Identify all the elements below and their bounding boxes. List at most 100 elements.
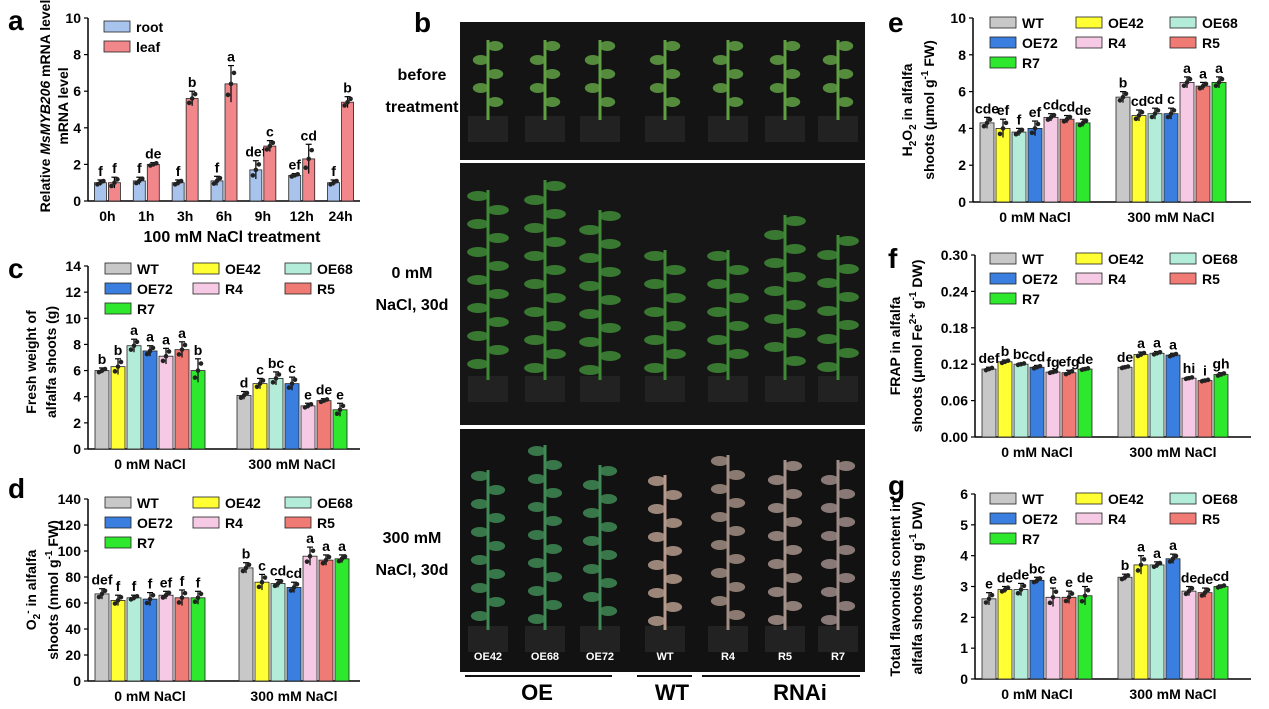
chart-e-bar-R4-0-point — [1051, 112, 1057, 118]
chart-a-bar-leaf-9h-point — [267, 143, 273, 149]
panel-letter-f: f — [888, 243, 898, 274]
photo-row-label-0mM-2: NaCl, 30d — [376, 297, 449, 314]
chart-e-bar-R7-1-point — [1219, 76, 1225, 82]
chart-g-ytick-label: 2 — [960, 609, 968, 625]
chart-d-bar-WT-0-letter: def — [92, 572, 113, 588]
chart-d-bar-R4-1-point — [307, 553, 313, 559]
chart-e-bar-OE68-1-point — [1149, 114, 1155, 120]
photo-before-plant-4-leaf — [712, 55, 729, 65]
photo-before-plant-4-leaf — [727, 97, 744, 107]
chart-e-bar-R4-1-point — [1184, 80, 1190, 85]
chart-e-bar-OE68-1-point — [1152, 111, 1158, 116]
chart-e-bar-OE68-0 — [1011, 131, 1027, 203]
chart-d-bar-R7-0 — [190, 597, 206, 682]
chart-c-bar-OE68-0-point — [134, 339, 140, 345]
photo-0mM-plant-5-leaf — [783, 328, 806, 338]
chart-c-bar-R7-0-point — [198, 361, 204, 366]
chart-c-bar-OE42-1-letter: c — [256, 361, 264, 377]
chart-c-bar-R5-0 — [174, 349, 190, 450]
chart-a-bar-leaf-6h-letter: a — [227, 49, 235, 65]
chart-f-bar-R4-1-letter: hi — [1183, 360, 1195, 376]
photo-300mM-plant-4-leaf — [710, 512, 729, 522]
chart-g-bar-OE42-1-point — [1138, 562, 1144, 568]
chart-f-ytick-label: 0.24 — [941, 283, 968, 299]
chart-c-bar-OE42-0-point — [115, 364, 121, 369]
chart-e-bar-OE68-0-letter: f — [1017, 111, 1022, 127]
photo-0mM-plant-4-leaf — [726, 293, 749, 303]
chart-e-legend-swatch-r5 — [1169, 36, 1197, 49]
chart-a-bar-leaf-9h-point — [270, 140, 276, 146]
photo-0mM-plant-3-leaf — [644, 307, 667, 317]
chart-a-ytick-label: 8 — [73, 47, 81, 63]
chart-e-bar-WT-0-point — [987, 117, 993, 122]
chart-f-legend-label-r4: R4 — [1108, 271, 1126, 287]
photo-0mM-plant-6-leaf — [817, 362, 840, 372]
photo-300mM-plant-1-leaf — [527, 586, 546, 596]
chart-c-bar-OE72-0-point — [144, 351, 150, 357]
chart-e-ytick-label: 2 — [958, 157, 966, 173]
chart-g-bar-R7-0 — [1077, 595, 1093, 680]
chart-c-bar-OE72-0-point — [150, 345, 156, 351]
chart-f-bar-R5-0 — [1061, 372, 1077, 438]
photo-before-plant-0-leaf — [487, 97, 504, 107]
chart-e-bar-OE72-0-point — [1029, 130, 1035, 136]
chart-g-ytick-label: 5 — [960, 517, 968, 533]
chart-c-ytick-label: 4 — [73, 389, 81, 405]
chart-g-bar-WT-0-letter: e — [985, 576, 993, 592]
chart-d-bar-OE42-0-point — [112, 601, 118, 606]
chart-c-bar-WT-0-point — [102, 366, 108, 372]
photo-0mM-plant-4-leaf — [726, 265, 749, 275]
chart-e-legend-label-r5: R5 — [1202, 35, 1220, 51]
photo-0mM-plant-0-leaf — [486, 317, 509, 327]
photo-before-plant-6-leaf — [837, 69, 854, 79]
photo-300mM-plant-6-leaf — [837, 489, 856, 499]
chart-a-ytick-label: 10 — [65, 10, 81, 26]
chart-f-bar-R5-0-point — [1069, 368, 1075, 374]
photo-0mM-plant-1-leaf — [543, 349, 566, 359]
panel-letter-b: b — [414, 7, 431, 38]
chart-g-bar-WT-0-point — [989, 592, 995, 598]
photo-0mM-plant-0-leaf — [467, 247, 490, 257]
chart-g-legend-swatch-wt — [989, 492, 1017, 505]
chart-e-bar-R4-1 — [1179, 82, 1195, 203]
chart-a-ylabel-line2: mRNA level — [55, 67, 71, 144]
photo-0mM-plant-2-leaf — [579, 309, 602, 319]
chart-g-bar-R4-1-point — [1189, 586, 1195, 591]
chart-g-bar-OE68-1-letter: a — [1153, 545, 1161, 561]
chart-f-bar-R5-1 — [1197, 380, 1213, 438]
chart-a-bar-root-6h-point — [214, 178, 220, 184]
chart-e-legend-swatch-r7 — [989, 56, 1017, 69]
chart-d-bar-R7-0-point — [192, 599, 198, 604]
photo-before-plant-1-leaf — [544, 69, 561, 79]
chart-a-bar-leaf-24h — [341, 101, 354, 202]
chart-f-bar-R7-0-letter: de — [1077, 351, 1094, 367]
chart-d-bar-R7-1 — [334, 558, 350, 682]
chart-c-bar-OE72-1-point — [286, 385, 292, 390]
chart-f-xtick-label: 0 mM NaCl — [1001, 444, 1073, 460]
photo-300mM-plant-5-leaf — [784, 461, 803, 471]
chart-g-bar-WT-0-point — [983, 600, 989, 605]
photo-300mM-plant-1-leaf — [544, 600, 563, 610]
chart-c-bar-OE42-1-point — [260, 378, 266, 383]
chart-g-bar-WT-1 — [1117, 576, 1133, 680]
photo-300mM-plant-5-leaf — [784, 545, 803, 555]
chart-f-bar-OE42-1 — [1133, 354, 1149, 438]
chart-c-bar-R4-0-point — [166, 349, 172, 354]
photo-row-label-300mM-2: NaCl, 30d — [376, 562, 449, 579]
chart-e-bar-R5-1-point — [1203, 81, 1209, 87]
chart-a-legend-swatch-root — [103, 20, 131, 33]
photo-before-plant-1-pot — [525, 116, 565, 142]
photo-0mM-plant-6-leaf — [817, 334, 840, 344]
chart-a-bar-root-0h-point — [101, 178, 106, 184]
chart-g-legend-swatch-r5 — [1169, 512, 1197, 525]
chart-c-ytick-label: 14 — [65, 258, 81, 274]
photo-0mM-plant-1-leaf — [543, 321, 566, 331]
chart-e-xtick-label: 0 mM NaCl — [999, 209, 1071, 225]
chart-f-bar-R4-1-point — [1189, 375, 1195, 380]
chart-d-bar-OE42-0-point — [118, 594, 124, 600]
chart-g-bar-R5-0-point — [1066, 594, 1072, 600]
chart-g-bar-OE68-1-point — [1157, 560, 1163, 566]
chart-d-bar-OE68-0 — [126, 597, 142, 682]
photo-300mM-plant-6-leaf — [820, 559, 839, 569]
